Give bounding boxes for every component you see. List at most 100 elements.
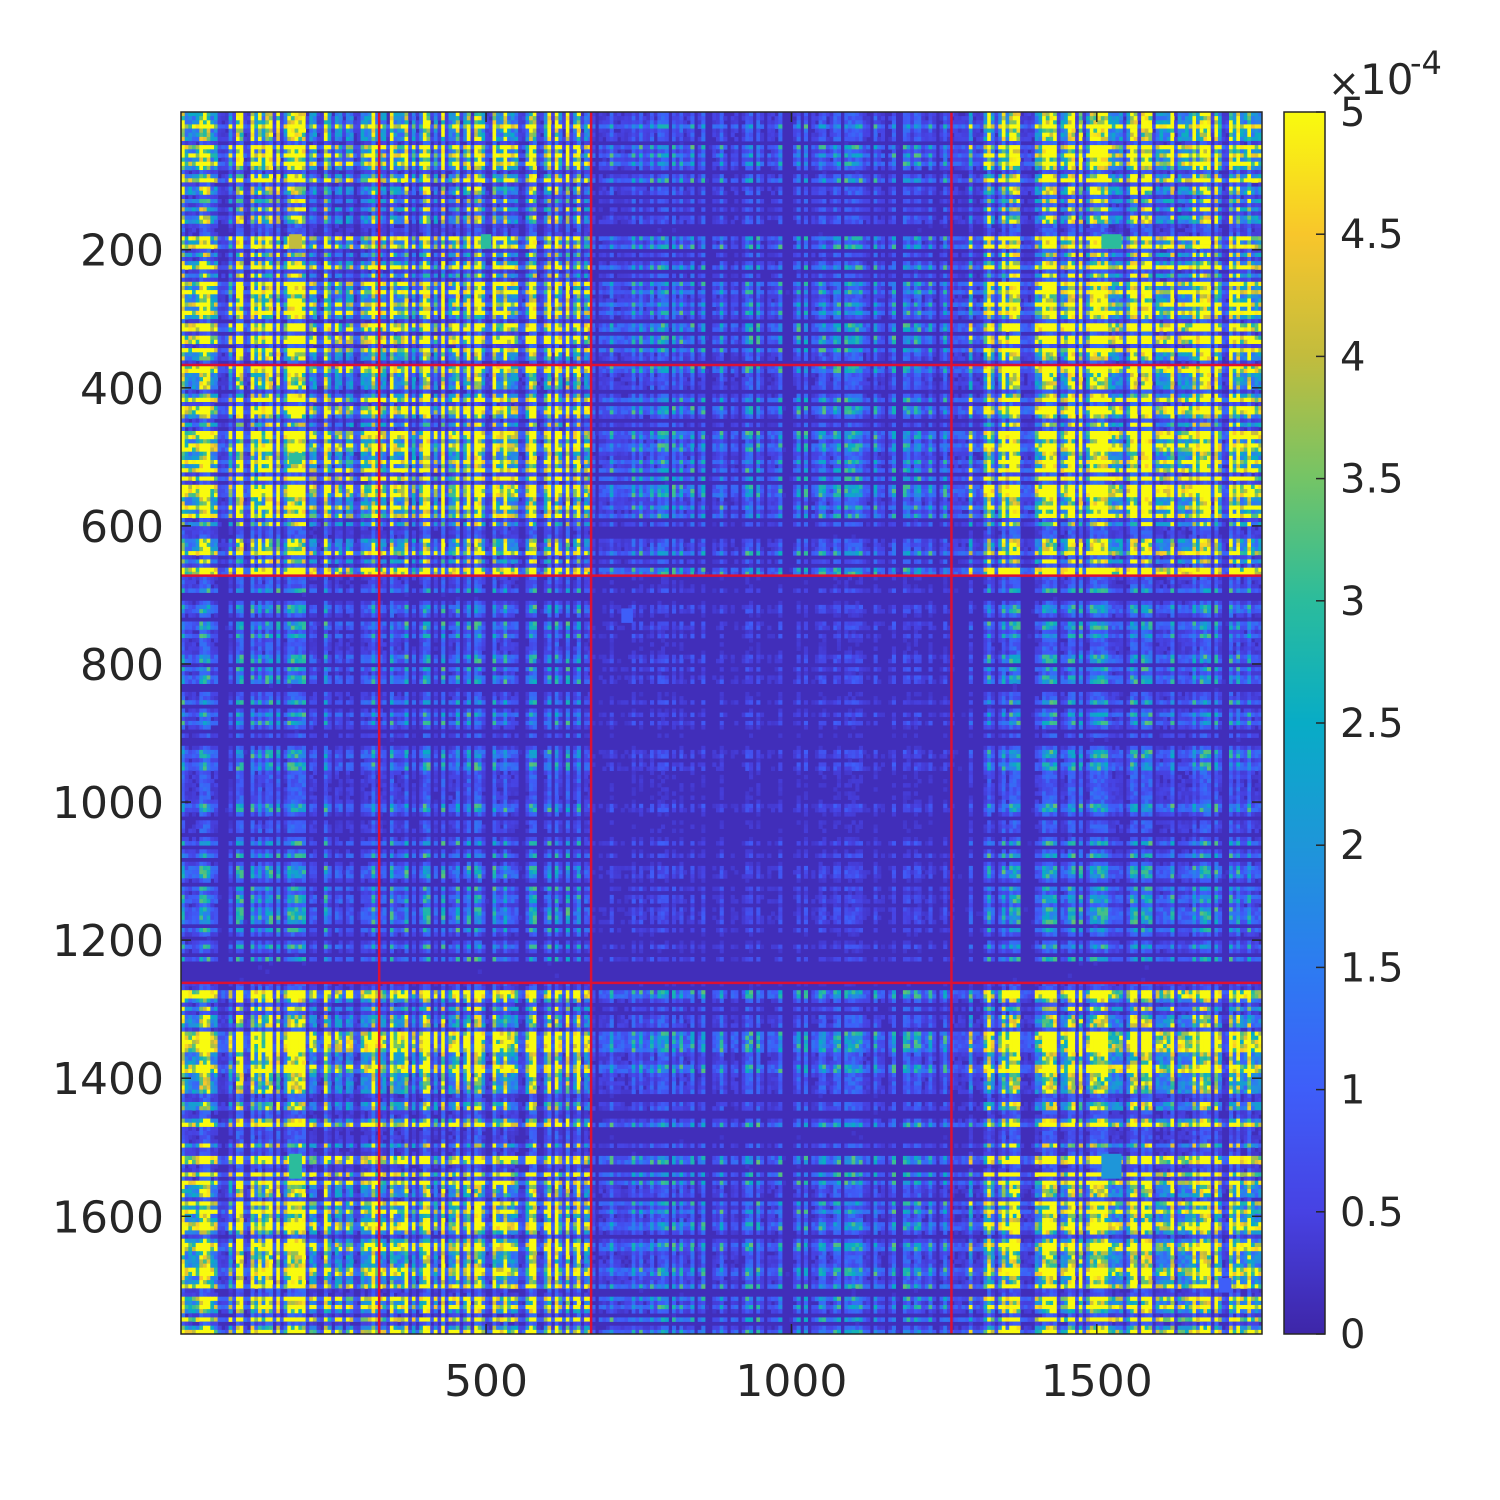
heatmap-cell <box>405 120 409 125</box>
heatmap-cell <box>236 145 240 150</box>
heatmap-cell <box>251 120 255 125</box>
heatmap-cell <box>969 129 973 134</box>
heatmap-cell <box>214 120 218 125</box>
heatmap-cell <box>247 124 251 128</box>
heatmap-cell <box>1061 129 1065 134</box>
heatmap-cell <box>1123 129 1127 134</box>
heatmap-cell <box>1119 137 1123 142</box>
heatmap-cell <box>1192 141 1196 146</box>
heatmap-cell <box>485 129 489 134</box>
heatmap-cell <box>225 116 229 121</box>
heatmap-cell <box>394 137 398 142</box>
heatmap-cell <box>606 116 610 121</box>
heatmap-cell <box>419 145 423 150</box>
heatmap-cell <box>716 116 720 121</box>
heatmap-cell <box>720 120 724 125</box>
heatmap-cell <box>1203 116 1207 121</box>
heatmap-cell <box>269 129 273 134</box>
heatmap-cell <box>317 120 321 125</box>
heatmap-cell <box>830 120 834 125</box>
heatmap-cell <box>584 145 588 150</box>
heatmap-cell <box>188 145 192 150</box>
heatmap-cell <box>1181 120 1185 125</box>
heatmap-cell <box>515 129 519 134</box>
heatmap-cell <box>555 137 559 142</box>
heatmap-cell <box>760 124 764 128</box>
heatmap-cell <box>613 120 617 125</box>
heatmap-cell <box>1057 120 1061 125</box>
heatmap-cell <box>962 120 966 125</box>
heatmap-cell <box>995 120 999 125</box>
heatmap-cell <box>815 129 819 134</box>
heatmap-cell <box>536 124 540 128</box>
heatmap-cell <box>526 145 530 150</box>
heatmap-cell <box>844 120 848 125</box>
heatmap-cell <box>969 124 973 128</box>
heatmap-cell <box>185 141 189 146</box>
heatmap-cell <box>1240 129 1244 134</box>
heatmap-cell <box>797 120 801 125</box>
heatmap-cell <box>1225 124 1229 128</box>
heatmap-cell <box>628 120 632 125</box>
heatmap-cell <box>943 116 947 121</box>
heatmap-cell <box>877 137 881 142</box>
heatmap-cell <box>1104 116 1108 121</box>
heatmap-cell <box>474 120 478 125</box>
heatmap-cell <box>533 120 537 125</box>
heatmap-cell <box>621 120 625 125</box>
heatmap-cell <box>287 124 291 128</box>
heatmap-cell <box>804 133 808 138</box>
heatmap-cell <box>573 120 577 125</box>
heatmap-cell <box>401 145 405 150</box>
heatmap-cell <box>335 137 339 142</box>
heatmap-cell <box>361 137 365 142</box>
heatmap-cell <box>335 120 339 125</box>
heatmap-cell <box>907 116 911 121</box>
heatmap-cell <box>635 133 639 138</box>
heatmap-cell <box>1211 124 1215 128</box>
heatmap-cell <box>892 137 896 142</box>
heatmap-cell <box>474 145 478 150</box>
heatmap-cell <box>536 116 540 121</box>
heatmap-cell <box>1079 116 1083 121</box>
heatmap-cell <box>987 137 991 142</box>
heatmap-cell <box>1163 137 1167 142</box>
heatmap-cell <box>712 124 716 128</box>
heatmap-cell <box>1178 133 1182 138</box>
heatmap-cell <box>350 129 354 134</box>
heatmap-cell <box>599 133 603 138</box>
heatmap-cell <box>269 116 273 121</box>
heatmap-cell <box>1181 116 1185 121</box>
heatmap-cell <box>987 116 991 121</box>
heatmap-cell <box>544 120 548 125</box>
heatmap-cell <box>251 137 255 142</box>
heatmap-cell <box>243 116 247 121</box>
heatmap-cell <box>335 116 339 121</box>
heatmap-cell <box>1108 120 1112 125</box>
heatmap-cell <box>368 141 372 146</box>
heatmap-cell <box>1039 116 1043 121</box>
heatmap-cell <box>1156 129 1160 134</box>
heatmap-cell <box>1137 129 1141 134</box>
heatmap-cell <box>657 145 661 150</box>
heatmap-cell <box>441 129 445 134</box>
heatmap-cell <box>1101 120 1105 125</box>
heatmap-cell <box>547 124 551 128</box>
heatmap-cell <box>943 133 947 138</box>
heatmap-cell <box>493 145 497 150</box>
heatmap-cell <box>551 137 555 142</box>
heatmap-cell <box>368 120 372 125</box>
heatmap-cell <box>1013 133 1017 138</box>
heatmap-cell <box>888 124 892 128</box>
heatmap-cell <box>339 116 343 121</box>
heatmap-cell <box>240 137 244 142</box>
heatmap-cell <box>262 120 266 125</box>
heatmap-cell <box>401 137 405 142</box>
heatmap-cell <box>372 129 376 134</box>
heatmap-cell <box>1214 120 1218 125</box>
heatmap-cell <box>1126 137 1130 142</box>
heatmap-cell <box>1024 133 1028 138</box>
heatmap-cell <box>467 120 471 125</box>
heatmap-cell <box>643 120 647 125</box>
heatmap-cell <box>793 129 797 134</box>
